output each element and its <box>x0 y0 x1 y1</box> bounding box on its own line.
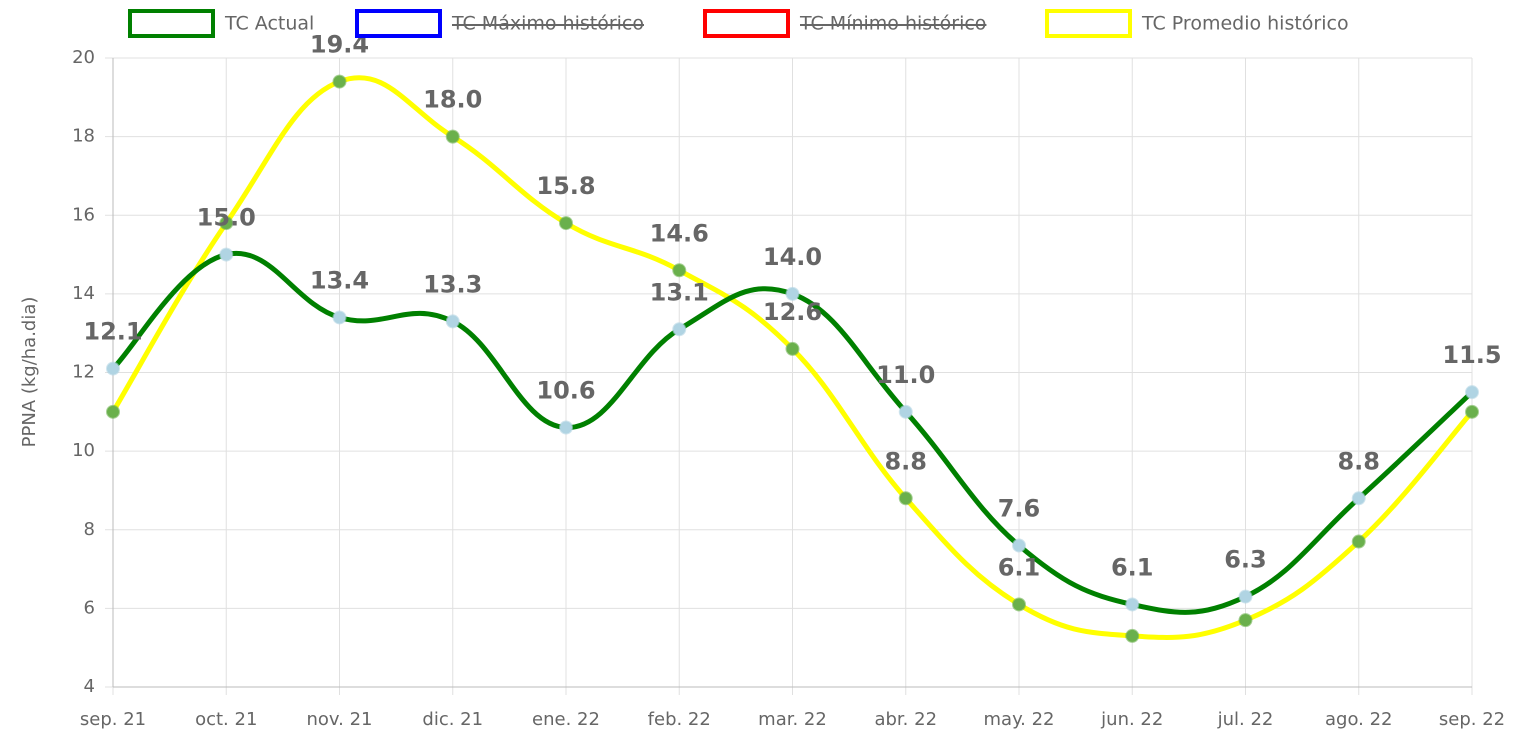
y-tick-label: 18 <box>72 126 95 147</box>
y-axis-label: PPNA (kg/ha.dia) <box>19 297 40 448</box>
data-point <box>332 310 347 325</box>
data-point <box>1012 597 1026 612</box>
legend-swatch <box>128 9 215 38</box>
legend-label[interactable]: TC Promedio histórico <box>1141 13 1349 35</box>
x-tick-label: ago. 22 <box>1325 709 1393 730</box>
value-label: 6.3 <box>1224 546 1267 574</box>
value-label: 15.8 <box>536 172 595 200</box>
value-label: 13.4 <box>310 266 369 294</box>
x-tick-label: abr. 22 <box>874 709 937 730</box>
data-point <box>1238 613 1253 628</box>
data-point <box>445 314 460 329</box>
data-point <box>1238 589 1253 604</box>
data-point <box>672 263 687 278</box>
data-point <box>672 322 687 337</box>
data-point <box>106 361 120 376</box>
data-point <box>106 404 120 419</box>
legend-label[interactable]: TC Máximo histórico <box>451 13 644 35</box>
x-tick-label: oct. 21 <box>195 709 257 730</box>
y-tick-label: 20 <box>72 47 95 68</box>
value-label: 12.6 <box>763 298 822 326</box>
data-point <box>332 74 347 89</box>
value-label: 8.8 <box>1337 447 1380 475</box>
value-label: 13.1 <box>650 278 709 306</box>
data-point <box>219 247 234 262</box>
x-tick-label: mar. 22 <box>758 709 827 730</box>
data-point <box>898 404 913 419</box>
data-point <box>1465 404 1479 419</box>
value-label: 18.0 <box>423 86 482 114</box>
data-point <box>785 286 800 301</box>
value-label: 7.6 <box>998 494 1041 522</box>
x-tick-label: nov. 21 <box>306 709 372 730</box>
y-tick-label: 10 <box>72 440 95 461</box>
value-label: 12.1 <box>83 318 142 346</box>
data-point <box>1351 491 1366 506</box>
data-point <box>1012 538 1026 553</box>
data-point <box>559 216 573 231</box>
value-label: 14.0 <box>763 243 822 271</box>
value-label: 13.3 <box>423 270 482 298</box>
value-label: 15.0 <box>197 204 256 232</box>
data-point <box>445 129 460 144</box>
x-tick-label: jul. 22 <box>1217 709 1274 730</box>
data-point <box>1351 534 1366 549</box>
data-point <box>1465 385 1479 400</box>
value-label: 14.6 <box>650 219 709 247</box>
data-point <box>1125 597 1140 612</box>
x-tick-label: jun. 22 <box>1100 709 1163 730</box>
x-tick-label: feb. 22 <box>648 709 711 730</box>
y-tick-label: 14 <box>72 283 95 304</box>
value-label: 10.6 <box>536 377 595 405</box>
data-point <box>219 216 234 231</box>
data-point <box>785 341 800 356</box>
x-tick-label: sep. 21 <box>80 709 146 730</box>
value-label: 8.8 <box>884 447 927 475</box>
legend-label[interactable]: TC Actual <box>224 13 314 35</box>
legend-swatch <box>1045 9 1132 38</box>
data-point <box>898 491 913 506</box>
y-tick-label: 8 <box>84 519 95 540</box>
y-tick-label: 16 <box>72 204 95 225</box>
y-tick-label: 12 <box>72 362 95 383</box>
y-tick-label: 6 <box>84 597 95 618</box>
x-tick-label: sep. 22 <box>1439 709 1505 730</box>
legend-swatch <box>355 9 442 38</box>
x-tick-label: dic. 21 <box>422 709 483 730</box>
value-label: 11.5 <box>1442 341 1501 369</box>
value-label: 6.1 <box>998 553 1041 581</box>
y-tick-label: 4 <box>84 676 95 697</box>
x-tick-label: may. 22 <box>984 709 1055 730</box>
value-label: 6.1 <box>1111 553 1154 581</box>
x-tick-label: ene. 22 <box>532 709 600 730</box>
legend-label[interactable]: TC Mínimo histórico <box>799 13 986 35</box>
legend-swatch <box>703 9 790 38</box>
data-point <box>559 420 573 435</box>
value-label: 11.0 <box>876 361 935 389</box>
data-point <box>1125 628 1140 643</box>
